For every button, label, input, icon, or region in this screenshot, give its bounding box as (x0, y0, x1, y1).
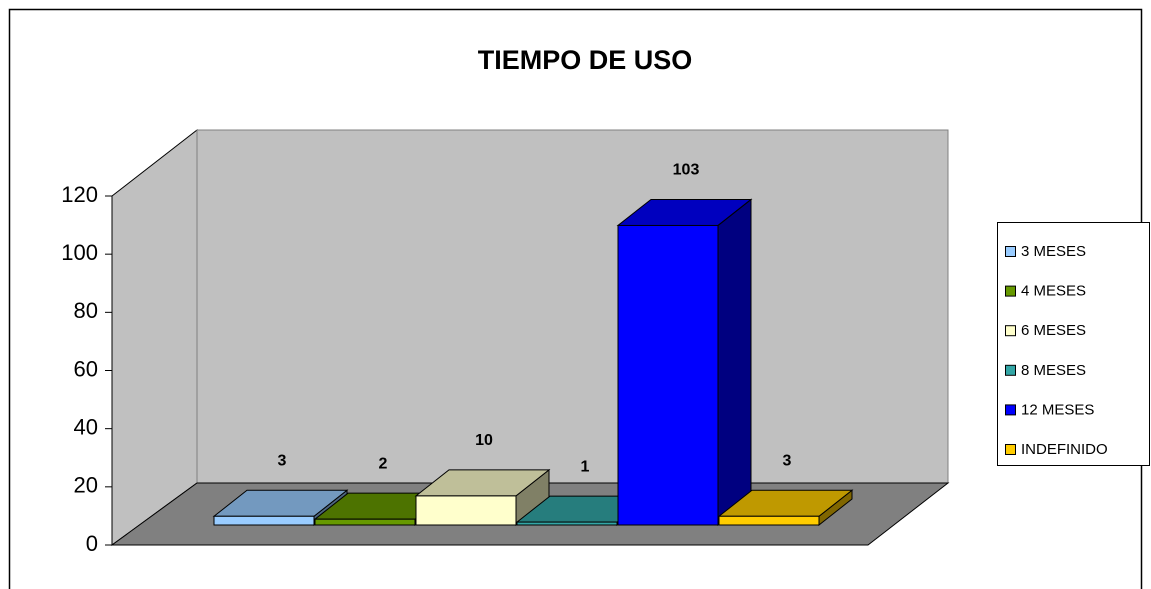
y-tick-label: 40 (74, 414, 98, 439)
data-label: 103 (673, 162, 700, 179)
data-label: 10 (475, 432, 493, 449)
data-label: 3 (278, 452, 287, 469)
legend-label: 12 MESES (1021, 401, 1094, 418)
legend-swatch (1005, 404, 1016, 416)
data-label: 1 (581, 458, 590, 475)
legend-label: 3 MESES (1021, 243, 1086, 260)
y-tick-label: 120 (61, 182, 98, 207)
y-tick-label: 20 (74, 473, 98, 498)
bar (718, 515, 820, 526)
y-tick-label: 80 (74, 298, 98, 323)
chart-title: TIEMPO DE USO (478, 45, 693, 75)
legend-swatch (1005, 444, 1016, 455)
bar-side (717, 198, 752, 527)
y-tick-label: 100 (61, 240, 98, 265)
legend-label: 4 MESES (1021, 283, 1086, 300)
legend-swatch (1005, 325, 1016, 337)
bar (314, 518, 416, 526)
y-tick-label: 60 (74, 356, 98, 381)
side-wall (111, 128, 198, 546)
y-tick-label: 0 (86, 531, 98, 556)
back-wall (196, 129, 949, 484)
data-label: 2 (379, 455, 388, 472)
bar (213, 515, 315, 526)
legend-swatch (1005, 285, 1016, 297)
bar (516, 521, 618, 526)
bar (617, 224, 719, 526)
legend (997, 222, 1150, 466)
data-label: 3 (783, 452, 792, 469)
legend-label: INDEFINIDO (1021, 441, 1108, 458)
legend-label: 6 MESES (1021, 322, 1086, 339)
bar (415, 495, 517, 526)
legend-label: 8 MESES (1021, 362, 1086, 379)
legend-swatch (1005, 364, 1016, 376)
legend-swatch (1005, 246, 1016, 257)
